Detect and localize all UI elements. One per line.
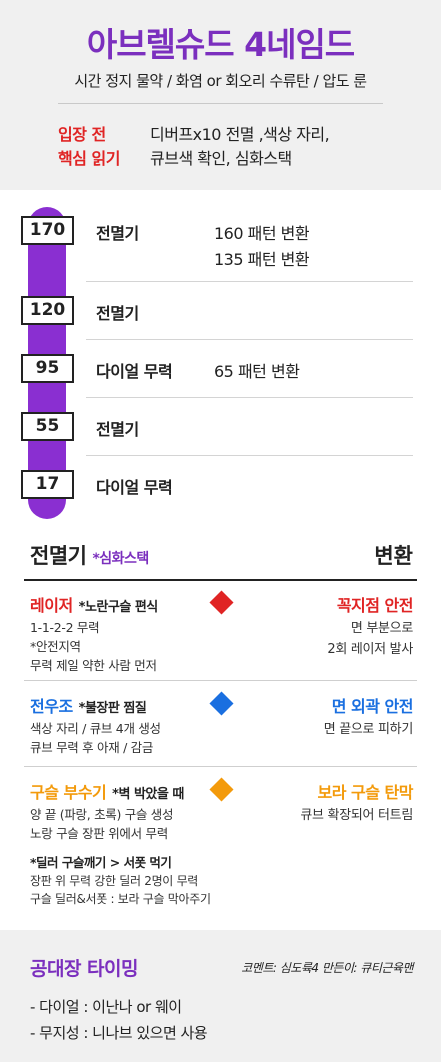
mechanics-right-title: 변환 [374, 544, 413, 568]
before-entry-label: 입장 전 [58, 125, 106, 144]
mechanic-name-text: 레이저 [30, 596, 73, 615]
mechanic-tag: *노란구슬 편식 [78, 600, 159, 615]
pattern-note: 135 패턴 변환 [214, 250, 310, 269]
conversion-desc: 면 부분으로 2회 레이저 발사 [327, 621, 413, 657]
hp-marker: 120 [21, 296, 74, 325]
mechanic-name-text: 구슬 부수기 [30, 783, 107, 802]
footer-item: - 무지성 : 니나브 있으면 사용 [30, 1024, 208, 1042]
dealer-note-title: *딜러 구슬깨기 > 서폿 먹기 [30, 855, 172, 870]
header-divider [58, 103, 383, 104]
mechanics-title-text: 전멸기 [30, 544, 87, 568]
section-divider [24, 680, 417, 681]
pattern-label: 전멸기 [96, 420, 139, 439]
pattern-label: 다이얼 무력 [96, 478, 173, 497]
before-entry-text-1: 디버프x10 전멸 ,색상 자리, [150, 125, 330, 144]
pattern-label: 전멸기 [96, 304, 139, 323]
mechanics-divider [24, 579, 417, 581]
row-divider [86, 281, 413, 282]
hp-marker: 170 [21, 216, 74, 245]
page-subtitle: 시간 정지 물약 / 화염 or 회오리 수류탄 / 압도 룬 [74, 72, 367, 90]
blue-diamond-icon [209, 691, 234, 716]
hp-marker: 95 [21, 354, 74, 383]
pattern-label: 전멸기 [96, 224, 139, 243]
mechanic-desc: 1-1-2-2 무력 *안전지역 무력 제일 약한 사람 먼저 [30, 620, 157, 673]
hp-marker: 17 [21, 470, 74, 499]
mechanic-desc: 색상 자리 / 큐브 4개 생성 큐브 무력 후 아재 / 감금 [30, 721, 161, 755]
hp-marker: 55 [21, 412, 74, 441]
mechanics-title-sub: *심화스택 [92, 551, 149, 567]
pattern-label: 다이얼 무력 [96, 362, 173, 381]
conversion-title: 면 외곽 안전 [331, 697, 414, 716]
mechanic-desc: 양 끝 (파랑, 초록) 구슬 생성 노랑 구슬 장판 위에서 무력 [30, 807, 174, 841]
before-entry-text-2: 큐브색 확인, 심화스택 [150, 149, 292, 168]
key-reading-label: 핵심 읽기 [58, 149, 120, 168]
dealer-note-desc: 장판 위 무력 강한 딜러 2명이 무력 구슬 딜러&서폿 : 보라 구슬 막아… [30, 874, 211, 906]
conversion-desc: 면 끝으로 피하기 [323, 722, 414, 737]
conversion-title: 꼭지점 안전 [336, 596, 414, 615]
mechanic-name-text: 전우조 [30, 697, 73, 716]
footer-credit: 코멘트: 심도륙4 만든이: 큐티근육맨 [241, 961, 413, 975]
mechanic-name-laser: 레이저 *노란구슬 편식 [30, 592, 158, 616]
footer-title: 공대장 타이밍 [30, 958, 139, 980]
pattern-note: 160 패턴 변환 [214, 224, 310, 243]
row-divider [86, 455, 413, 456]
footer-section: 공대장 타이밍 코멘트: 심도륙4 만든이: 큐티근육맨 - 다이얼 : 이난나… [0, 930, 441, 1062]
mechanic-name-orb: 구슬 부수기 *벽 박았을 때 [30, 779, 184, 803]
page-title: 아브렐슈드 4네임드 [86, 25, 355, 64]
section-divider [24, 766, 417, 767]
conversion-desc: 큐브 확장되어 터트림 [300, 808, 413, 823]
orange-diamond-icon [209, 777, 234, 802]
header-section: 아브렐슈드 4네임드 시간 정지 물약 / 화염 or 회오리 수류탄 / 압도… [0, 0, 441, 190]
conversion-title: 보라 구슬 탄막 [317, 783, 414, 802]
red-diamond-icon [209, 590, 234, 615]
mechanic-tag: *불장판 찜질 [78, 701, 147, 716]
mechanics-title: 전멸기 *심화스택 [30, 540, 149, 570]
pattern-note: 65 패턴 변환 [214, 362, 300, 381]
footer-item: - 다이얼 : 이난나 or 웨이 [30, 998, 182, 1016]
mechanic-name-jeonwoo: 전우조 *불장판 찜질 [30, 693, 147, 717]
mechanic-tag: *벽 박았을 때 [112, 787, 184, 802]
row-divider [86, 339, 413, 340]
row-divider [86, 397, 413, 398]
